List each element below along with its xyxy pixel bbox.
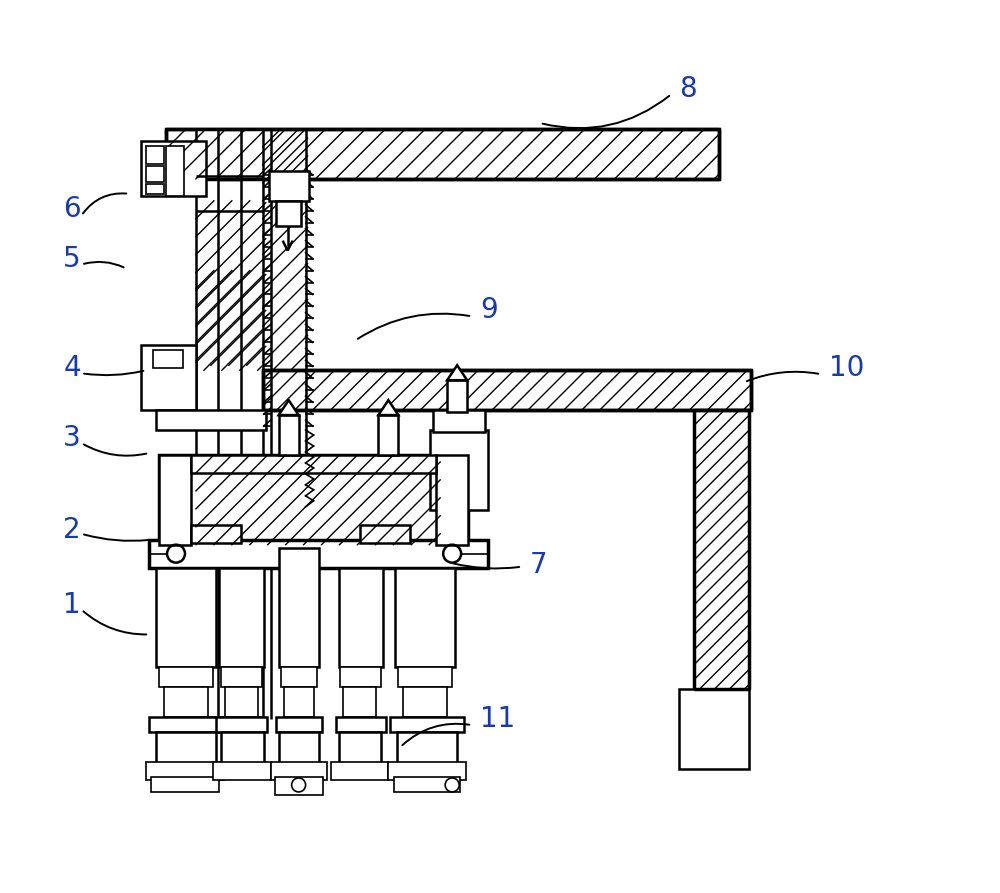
Bar (156, 568, 216, 667)
Text: 9: 9 (480, 296, 498, 324)
Bar (336, 717, 386, 732)
Bar (159, 455, 468, 545)
Bar (395, 568, 455, 667)
Bar (339, 732, 381, 767)
Bar (394, 777, 460, 792)
Bar (146, 762, 224, 780)
Bar (166, 146, 184, 196)
Bar (447, 380, 467, 412)
Text: 6: 6 (63, 195, 81, 222)
Bar (151, 777, 219, 792)
Text: 3: 3 (63, 424, 81, 452)
Polygon shape (378, 400, 398, 415)
Text: 7: 7 (530, 551, 548, 579)
Bar (216, 717, 267, 732)
Polygon shape (447, 365, 467, 380)
Bar (433, 410, 485, 432)
Bar (430, 430, 488, 510)
Bar (221, 732, 264, 767)
Polygon shape (279, 400, 299, 415)
Bar (191, 455, 436, 473)
Bar (241, 129, 263, 717)
Bar (388, 762, 466, 780)
Bar (331, 762, 388, 780)
Bar (146, 184, 164, 194)
Bar (339, 568, 383, 667)
Bar (159, 455, 191, 545)
Bar (390, 717, 464, 732)
Bar (284, 688, 314, 717)
Bar (269, 171, 309, 201)
Text: 5: 5 (63, 245, 81, 272)
Bar (276, 201, 301, 226)
Bar (225, 688, 258, 717)
Bar (378, 415, 398, 455)
Bar (219, 568, 264, 667)
Bar (271, 762, 327, 780)
Bar (343, 688, 376, 717)
Bar (436, 455, 468, 545)
Bar (141, 141, 206, 196)
Bar (398, 667, 452, 688)
Bar (279, 415, 299, 455)
Bar (146, 146, 164, 164)
Bar (191, 525, 241, 543)
Bar (403, 688, 447, 717)
Bar (213, 762, 271, 780)
Bar (146, 166, 164, 182)
Bar (221, 667, 262, 688)
Bar (164, 688, 208, 717)
Bar (279, 547, 319, 667)
Bar (275, 777, 323, 795)
Text: 4: 4 (63, 355, 81, 382)
Bar (263, 371, 751, 410)
Bar (141, 346, 196, 410)
Bar (156, 732, 216, 767)
Bar (153, 350, 183, 368)
Text: 10: 10 (829, 355, 864, 382)
Bar (279, 732, 319, 767)
Text: 1: 1 (63, 590, 81, 619)
Bar (166, 129, 719, 179)
Bar (397, 732, 457, 767)
Bar (149, 539, 488, 568)
Text: 2: 2 (63, 516, 81, 544)
Bar (276, 717, 322, 732)
Bar (679, 689, 749, 769)
Bar (156, 410, 266, 430)
Text: 8: 8 (679, 75, 697, 103)
Bar (149, 717, 223, 732)
Bar (159, 667, 213, 688)
Text: 11: 11 (480, 705, 515, 733)
Bar (340, 667, 381, 688)
Bar (694, 410, 749, 689)
Bar (360, 525, 410, 543)
Bar (196, 129, 218, 717)
Bar (281, 667, 317, 688)
